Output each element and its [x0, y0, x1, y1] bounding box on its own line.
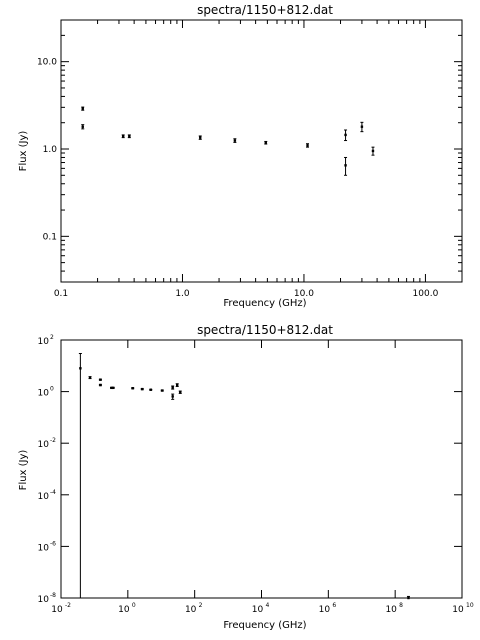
- chart-top-plot: 0.1 1.0 10.0 100.0 0.1 1.0 10.0: [37, 19, 463, 299]
- chart-bottom-point: [110, 386, 113, 390]
- chart-bottom: spectra/1150+812.dat Frequency (GHz) Flu…: [18, 323, 474, 631]
- chart-top-point: [199, 136, 202, 139]
- chart-bottom-xtick-exp: 0: [132, 602, 136, 609]
- chart-bottom-ytick-label: 10: [38, 337, 50, 347]
- chart-bottom-xtick-exp: 6: [332, 602, 336, 609]
- chart-bottom-xtick-label: 10: [185, 605, 197, 615]
- chart-bottom-point: [407, 596, 410, 600]
- chart-top-xtick-label: 1.0: [175, 289, 190, 299]
- chart-bottom-ytick-label: 10: [38, 440, 50, 450]
- chart-bottom-point: [175, 383, 179, 387]
- chart-top-point: [360, 125, 364, 128]
- chart-bottom-xtick-exp: 2: [199, 602, 203, 609]
- chart-bottom-ytick-exp: -6: [50, 540, 56, 547]
- chart-top-xlabel: Frequency (GHz): [223, 298, 306, 309]
- chart-bottom-ylabel: Flux (Jy): [18, 450, 29, 491]
- chart-top-title: spectra/1150+812.dat: [197, 3, 333, 17]
- chart-bottom-ytick-exp: -8: [50, 592, 56, 599]
- chart-bottom-ytick-exp: -2: [50, 437, 56, 444]
- chart-bottom-xtick-exp: -2: [65, 602, 71, 609]
- chart-top-ylabel: Flux (Jy): [18, 131, 29, 172]
- chart-bottom-title: spectra/1150+812.dat: [197, 323, 333, 337]
- chart-top-point: [233, 139, 237, 142]
- chart-top-xtick-label: 100.0: [413, 289, 439, 299]
- chart-bottom-xtick-label: 10: [118, 605, 130, 615]
- chart-bottom-point: [149, 388, 152, 391]
- chart-bottom-frame: [60, 339, 463, 599]
- chart-bottom-point: [161, 389, 164, 392]
- chart-top-xtick-label: 0.1: [54, 289, 68, 299]
- chart-bottom-point: [131, 387, 134, 390]
- chart-bottom-ytick-exp: -4: [50, 489, 56, 496]
- chart-bottom-xtick-exp: 4: [266, 602, 270, 609]
- chart-bottom-ytick-label: 10: [38, 492, 50, 502]
- chart-bottom-xlabel: Frequency (GHz): [223, 620, 306, 631]
- chart-bottom-xtick-exp: 8: [399, 602, 403, 609]
- chart-top-frame: [60, 19, 463, 283]
- chart-top-point: [344, 133, 347, 137]
- chart-top-point: [81, 125, 84, 128]
- chart-bottom-point: [141, 387, 144, 391]
- chart-bottom-point: [79, 367, 82, 370]
- chart-bottom-xtick-label: 10: [319, 605, 331, 615]
- chart-top-ytick-label: 10.0: [37, 58, 57, 68]
- chart-top-point: [371, 149, 375, 153]
- chart-bottom-ytick-label: 10: [38, 389, 50, 399]
- chart-bottom-xtick-label: 10: [51, 605, 63, 615]
- chart-bottom-xtick-label: 10: [385, 605, 397, 615]
- chart-bottom-point: [88, 376, 92, 379]
- chart-top: spectra/1150+812.dat Frequency (GHz) Flu…: [18, 3, 463, 309]
- chart-top-point: [264, 141, 267, 144]
- chart-top-ytick-label: 0.1: [43, 232, 57, 242]
- chart-bottom-point: [171, 395, 174, 398]
- chart-top-ytick-label: 1.0: [43, 145, 58, 155]
- chart-bottom-xtick-exp: 10: [466, 602, 474, 609]
- chart-top-point: [121, 135, 125, 138]
- chart-bottom-point: [99, 383, 102, 387]
- chart-top-point: [128, 135, 131, 138]
- chart-top-xtick-label: 10.0: [294, 289, 314, 299]
- chart-bottom-ytick-label: 10: [38, 543, 50, 553]
- chart-bottom-ytick-label: 10: [38, 595, 50, 605]
- chart-top-point: [306, 144, 309, 147]
- chart-bottom-xtick-label: 10: [452, 605, 464, 615]
- chart-bottom-ytick-exp: 2: [50, 334, 54, 341]
- chart-bottom-point: [112, 386, 115, 390]
- chart-bottom-ytick-exp: 0: [50, 386, 54, 393]
- chart-top-point: [344, 164, 347, 167]
- chart-bottom-point: [171, 386, 174, 389]
- chart-top-point: [81, 107, 84, 110]
- chart-bottom-xtick-label: 10: [252, 605, 264, 615]
- chart-bottom-point: [99, 378, 102, 381]
- chart-bottom-point: [179, 390, 182, 394]
